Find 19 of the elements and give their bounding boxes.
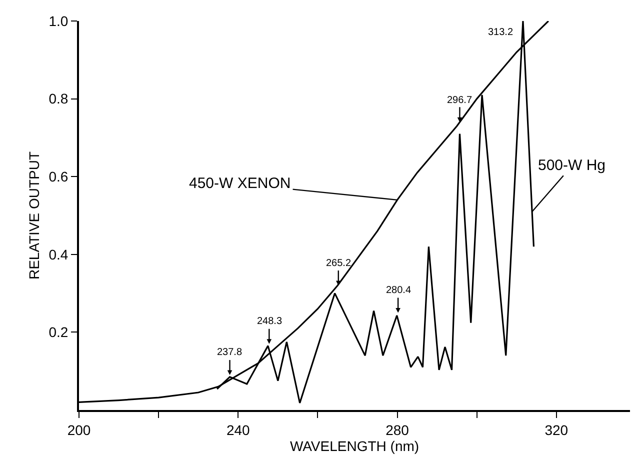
annotation: 296.7 — [447, 95, 472, 106]
annotation: 280.4 — [386, 285, 412, 296]
annotation: 313.2 — [488, 27, 514, 38]
x-axis-title: WAVELENGTH (nm) — [290, 438, 420, 454]
y-axis-title: RELATIVE OUTPUT — [26, 151, 42, 280]
y-tick-label: 0.2 — [48, 324, 68, 340]
y-tick-label: 0.8 — [48, 90, 68, 107]
annotation: 237.8 — [217, 347, 242, 358]
y-tick-label: 0.6 — [48, 168, 68, 184]
annotation: 450-W XENON — [189, 175, 291, 192]
y-tick-label: 0.4 — [48, 246, 68, 262]
y-tick-label: 1.0 — [48, 12, 68, 29]
x-tick-label: 320 — [544, 422, 568, 438]
annotation: 248.3 — [257, 316, 282, 327]
x-tick-label: 280 — [386, 422, 410, 438]
x-tick-label: 200 — [67, 422, 91, 438]
annotation: 265.2 — [326, 258, 352, 269]
annotation: 500-W Hg — [538, 157, 606, 174]
x-tick-label: 240 — [226, 422, 250, 438]
